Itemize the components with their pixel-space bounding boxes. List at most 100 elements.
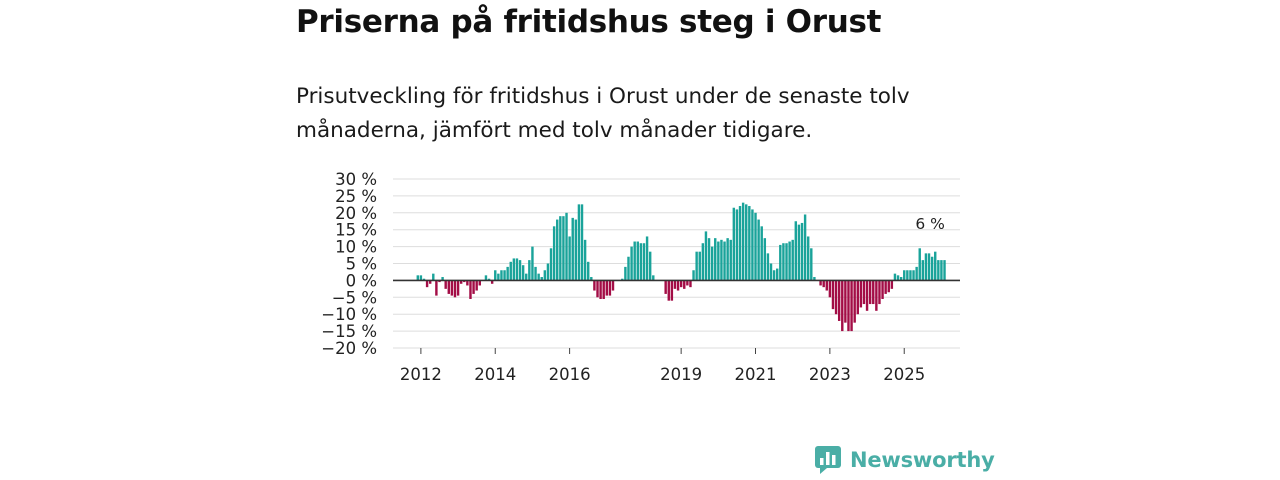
bar — [593, 280, 596, 291]
bar — [444, 280, 447, 289]
bar — [720, 239, 723, 281]
bar — [698, 251, 701, 281]
y-tick-label: 20 % — [335, 204, 377, 223]
y-tick-label: 30 % — [335, 170, 377, 189]
bar — [543, 270, 547, 281]
bar — [878, 280, 881, 305]
bar — [841, 280, 844, 332]
latest-value-annotation: 6 % — [915, 215, 945, 233]
y-tick-label: −5 % — [332, 288, 377, 307]
bar — [906, 270, 909, 281]
bar — [534, 266, 537, 281]
bar — [776, 268, 779, 281]
y-tick-label: 5 % — [346, 255, 377, 274]
bar — [506, 266, 509, 281]
x-tick-label: 2016 — [549, 365, 591, 384]
bar — [794, 221, 798, 281]
y-tick-label: −10 % — [321, 305, 377, 324]
bar — [521, 265, 525, 281]
bar — [546, 263, 550, 281]
bar — [490, 280, 494, 284]
newsworthy-logo-icon — [815, 446, 841, 474]
bar — [738, 206, 742, 281]
bar — [583, 239, 587, 281]
bar — [494, 270, 497, 281]
bar — [686, 280, 689, 286]
bar — [828, 280, 832, 298]
bar — [899, 277, 903, 281]
bar — [689, 280, 692, 288]
bar — [428, 280, 432, 284]
bar — [943, 260, 946, 281]
bar — [432, 273, 435, 281]
bar — [621, 278, 624, 281]
bar — [741, 202, 745, 281]
bar — [903, 270, 906, 281]
grid-layer — [393, 178, 960, 349]
bar — [859, 280, 863, 308]
bar — [441, 277, 444, 281]
bar — [469, 280, 472, 299]
bar — [627, 256, 630, 281]
bar — [806, 236, 810, 281]
bar — [456, 280, 460, 296]
bar — [930, 256, 934, 281]
bar — [487, 278, 491, 281]
bar — [559, 216, 562, 281]
bar — [847, 280, 850, 332]
bar — [633, 241, 636, 281]
bar — [652, 275, 655, 281]
bar — [865, 280, 869, 311]
bar — [602, 280, 605, 299]
bar — [834, 280, 838, 315]
x-tick-label: 2021 — [735, 365, 777, 384]
y-tick-label: 0 % — [346, 271, 377, 290]
bar — [574, 219, 578, 281]
bar — [664, 280, 667, 294]
bar — [887, 280, 890, 293]
bar — [797, 224, 801, 281]
bar — [596, 280, 599, 298]
bar — [425, 280, 429, 288]
bar — [710, 246, 714, 281]
x-tick-label: 2025 — [883, 365, 925, 384]
bar-layer — [416, 202, 946, 332]
bar — [463, 280, 466, 283]
bar — [748, 206, 751, 281]
bar — [512, 258, 516, 281]
y-tick-label: −15 % — [321, 322, 377, 341]
bar — [590, 277, 593, 281]
bar — [924, 253, 928, 281]
bar — [890, 280, 894, 289]
bar — [714, 238, 717, 281]
bar — [915, 266, 918, 281]
bar — [422, 278, 426, 281]
bar — [447, 280, 450, 294]
axis-layer: 30 %25 %20 %15 %10 %5 %0 %−5 %−10 %−15 %… — [321, 170, 960, 384]
bar — [568, 236, 571, 281]
bar — [896, 275, 900, 281]
bar — [726, 238, 729, 281]
x-tick-label: 2023 — [809, 365, 851, 384]
bar — [636, 241, 639, 281]
bar — [825, 280, 828, 291]
bar — [754, 212, 757, 281]
bar — [810, 248, 813, 281]
bar — [416, 275, 420, 281]
bar — [645, 236, 649, 281]
bar — [788, 241, 791, 281]
bar — [856, 280, 859, 315]
newsworthy-logo-text: Newsworthy — [850, 448, 995, 472]
bar — [868, 280, 872, 305]
bar — [853, 280, 856, 323]
bar — [435, 280, 438, 296]
bar — [580, 204, 584, 281]
bar — [537, 273, 540, 281]
bar — [453, 280, 457, 298]
bar — [769, 263, 773, 281]
bar — [884, 280, 887, 294]
bar — [466, 280, 469, 286]
bar — [766, 253, 770, 281]
bar — [599, 280, 602, 299]
